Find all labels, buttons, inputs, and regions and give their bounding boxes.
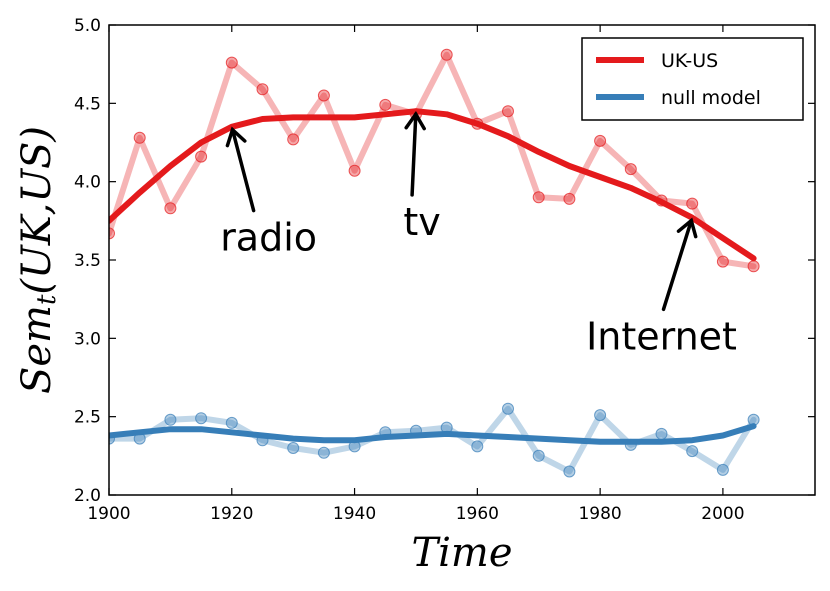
x-tick-label: 1980 (578, 504, 621, 524)
data-point-null-model (655, 427, 668, 440)
data-point-null-model (716, 463, 729, 476)
data-point-null-model (594, 409, 607, 422)
series-smoothed-line-uk-us (109, 108, 757, 262)
data-point-uk-us (686, 197, 699, 210)
x-tick-label: 1900 (87, 504, 130, 524)
y-axis-title: Semt(UK,US) (14, 126, 62, 394)
data-point-null-model (195, 412, 208, 425)
annotation-label-internet: Internet (586, 314, 737, 358)
data-point-null-model (287, 442, 300, 454)
data-point-null-model (471, 440, 484, 453)
annotation-arrow-radio (230, 127, 256, 213)
annotation-label-tv: tv (403, 200, 440, 244)
data-point-null-model (532, 449, 545, 462)
data-point-null-model (502, 402, 514, 415)
data-point-null-model (164, 413, 177, 426)
legend: UK-US null model (581, 37, 804, 121)
series-raw-line-uk-us (109, 51, 757, 270)
annotation-arrow-internet (661, 218, 694, 312)
y-tick-label: 2.0 (74, 486, 101, 506)
data-point-uk-us (440, 48, 453, 61)
annotation-arrowhead-radio (225, 126, 247, 148)
data-point-uk-us (502, 105, 514, 118)
y-tick-label: 3.5 (74, 251, 101, 271)
data-point-uk-us (379, 98, 392, 111)
data-point-uk-us (109, 227, 115, 240)
annotation-layer: radio tv Internet (220, 110, 737, 358)
data-point-null-model (563, 465, 576, 478)
legend-label: null model (661, 87, 761, 109)
x-tick-label: 2000 (701, 504, 744, 524)
data-point-null-model (686, 445, 699, 458)
data-point-null-model (225, 416, 238, 429)
y-axis-title-subscript: t (32, 294, 62, 305)
data-point-uk-us (594, 134, 607, 147)
data-point-null-model (317, 446, 330, 459)
data-point-uk-us (256, 83, 269, 96)
data-point-uk-us (348, 164, 361, 177)
data-point-uk-us (747, 260, 760, 273)
legend-label: UK-US (661, 50, 718, 72)
data-point-uk-us (225, 56, 238, 69)
x-tick-label: 1960 (456, 504, 499, 524)
series-smoothed-line-null-model (109, 423, 757, 445)
y-axis-title-main: Sem (14, 305, 60, 394)
annotation-arrowhead-internet (676, 217, 698, 239)
y-axis-title-rest: (UK,US) (14, 126, 60, 295)
y-tick-label: 5.0 (74, 16, 101, 36)
data-point-uk-us (716, 255, 729, 268)
data-point-uk-us (164, 202, 177, 215)
tick-layer: 1900 1920 1940 1960 1980 2000 2.0 2.5 3.0 3.5 4.0 4… (74, 16, 815, 524)
annotation-label-radio: radio (220, 216, 317, 260)
annotation-arrowhead-tv (404, 110, 426, 131)
data-point-uk-us (563, 192, 576, 205)
smoothed-series-layer (109, 108, 757, 445)
data-point-uk-us (287, 133, 300, 146)
data-point-uk-us (532, 191, 545, 204)
y-tick-label: 2.5 (74, 408, 101, 428)
x-axis-title: Time (411, 530, 512, 576)
legend-box (581, 37, 804, 121)
annotation-arrow-tv (410, 112, 418, 197)
y-tick-label: 4.0 (74, 173, 101, 193)
data-point-uk-us (624, 163, 637, 176)
x-tick-label: 1920 (210, 504, 253, 524)
y-tick-label: 3.0 (74, 329, 101, 349)
data-point-uk-us (195, 150, 208, 163)
x-tick-label: 1940 (333, 504, 376, 524)
data-point-uk-us (133, 131, 146, 144)
data-point-uk-us (317, 89, 330, 102)
y-tick-label: 4.5 (74, 94, 101, 114)
